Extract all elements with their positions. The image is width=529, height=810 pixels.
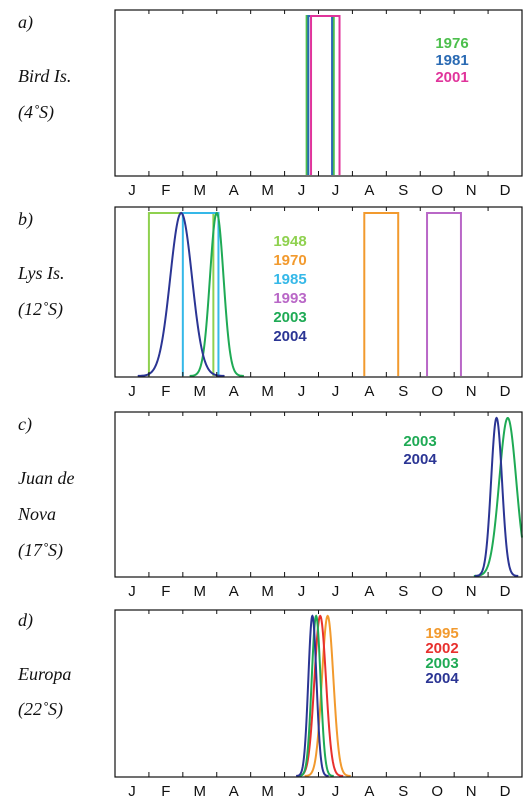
x-tick-label: J: [128, 182, 136, 199]
site-label: Europa: [17, 664, 71, 684]
x-tick-label: J: [298, 383, 306, 400]
site-label: (22˚S): [18, 699, 63, 720]
series-line-2004: [474, 416, 519, 577]
panel-1: b) Lys Is. (12˚S) J F M A M J J A S O N D 1948 1970 1985 1…: [17, 206, 523, 400]
x-tick-label: A: [364, 583, 374, 600]
site-label: Lys Is.: [17, 263, 64, 283]
x-tick-label: J: [332, 383, 340, 400]
series-line-2004: [137, 211, 225, 377]
x-tick-label: M: [194, 783, 207, 800]
x-tick-label: A: [229, 383, 239, 400]
x-tick-label: S: [398, 182, 408, 199]
site-label: Nova: [17, 504, 56, 524]
legend-entry-2002: 2002: [425, 640, 458, 657]
x-tick-label: S: [398, 783, 408, 800]
x-tick-label: F: [161, 182, 170, 199]
x-tick-label: N: [466, 783, 477, 800]
series-line-2003: [189, 211, 244, 377]
x-tick-label: A: [364, 383, 374, 400]
series-line-2003: [298, 614, 334, 777]
panel-letter: d): [18, 610, 33, 631]
x-tick-label: O: [431, 783, 443, 800]
legend-entry-2003: 2003: [403, 433, 436, 450]
legend-entry-1993: 1993: [273, 290, 306, 307]
site-label: (12˚S): [18, 299, 63, 320]
legend-entry-1970: 1970: [273, 252, 306, 269]
x-tick-label: O: [431, 583, 443, 600]
x-tick-label: A: [229, 182, 239, 199]
series-line-2003: [473, 417, 523, 577]
x-tick-label: M: [261, 182, 274, 199]
legend-entry-2003: 2003: [425, 655, 458, 672]
panel-letter: b): [18, 209, 33, 230]
x-tick-label: J: [332, 583, 340, 600]
series-line-2001: [310, 15, 341, 175]
x-tick-label: M: [261, 583, 274, 600]
x-tick-label: A: [229, 583, 239, 600]
x-tick-label: M: [194, 182, 207, 199]
x-tick-label: O: [431, 182, 443, 199]
x-tick-label: M: [261, 783, 274, 800]
legend-entry-2004: 2004: [403, 451, 437, 468]
x-tick-label: J: [298, 783, 306, 800]
legend-entry-1985: 1985: [273, 271, 306, 288]
x-tick-label: S: [398, 383, 408, 400]
legend-entry-1981: 1981: [435, 52, 468, 69]
x-tick-label: A: [229, 783, 239, 800]
x-tick-label: F: [161, 583, 170, 600]
site-label: (17˚S): [18, 540, 63, 561]
x-tick-label: M: [194, 583, 207, 600]
x-tick-label: M: [261, 383, 274, 400]
plot-frame: [114, 411, 523, 578]
series-line-1985: [181, 212, 220, 376]
x-tick-label: J: [332, 182, 340, 199]
x-tick-label: J: [128, 783, 136, 800]
x-tick-label: M: [194, 383, 207, 400]
legend-entry-2003: 2003: [273, 309, 306, 326]
x-tick-label: J: [298, 583, 306, 600]
x-tick-label: D: [500, 182, 511, 199]
x-tick-label: N: [466, 583, 477, 600]
x-tick-label: J: [128, 583, 136, 600]
x-tick-label: O: [431, 383, 443, 400]
series-line-1995: [304, 614, 351, 777]
x-tick-label: J: [332, 783, 340, 800]
legend-entry-1948: 1948: [273, 233, 306, 250]
x-tick-label: A: [364, 182, 374, 199]
x-tick-label: S: [398, 583, 408, 600]
site-label: Bird Is.: [18, 66, 71, 86]
legend-entry-2004: 2004: [273, 328, 307, 345]
x-tick-label: D: [500, 383, 511, 400]
panel-letter: c): [18, 414, 32, 435]
x-tick-label: N: [466, 383, 477, 400]
x-tick-label: F: [161, 383, 170, 400]
site-label: Juan de: [18, 468, 74, 488]
x-tick-label: D: [500, 583, 511, 600]
series-line-1970: [363, 212, 400, 376]
legend-entry-2001: 2001: [435, 69, 468, 86]
x-tick-label: N: [466, 182, 477, 199]
x-tick-label: D: [500, 783, 511, 800]
legend-entry-2004: 2004: [425, 670, 459, 687]
x-tick-label: F: [161, 783, 170, 800]
legend-entry-1976: 1976: [435, 35, 468, 52]
x-tick-label: A: [364, 783, 374, 800]
x-tick-label: J: [128, 383, 136, 400]
series-line-1993: [426, 212, 462, 376]
legend-entry-1995: 1995: [425, 625, 458, 642]
x-tick-label: J: [298, 182, 306, 199]
panel-3: d) Europa (22˚S) J F M A M J J A S O N D 19952002200320…: [17, 609, 523, 800]
panel-letter: a): [18, 12, 33, 33]
site-label: (4˚S): [18, 102, 54, 123]
series-line-2004: [296, 614, 329, 777]
